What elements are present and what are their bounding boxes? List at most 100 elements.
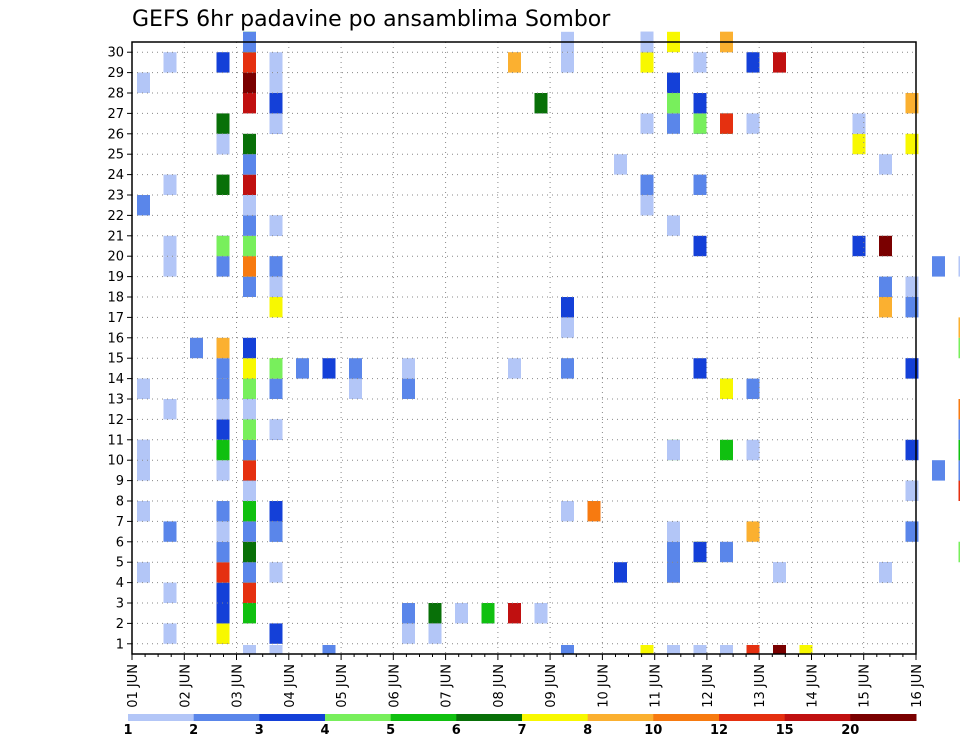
colorbar-swatch	[587, 714, 654, 721]
heatmap-cell	[243, 215, 256, 236]
heatmap-cell	[243, 93, 256, 114]
heatmap-cell	[137, 501, 150, 522]
heatmap-cell	[693, 358, 707, 379]
y-tick-label: 22	[107, 209, 124, 224]
heatmap-cell	[667, 439, 680, 461]
x-axis: 01 JUN 02 JUN 03 JUN 04 JUN 05 JUN 06 JUN 07 J…	[126, 654, 925, 708]
heatmap-cell	[216, 337, 230, 359]
heatmap-cell	[269, 256, 283, 277]
heatmap-cell	[958, 460, 960, 481]
heatmap-cell	[561, 501, 574, 522]
colorbar-swatch	[784, 714, 851, 721]
heatmap-cell	[958, 439, 960, 461]
heatmap-cell	[269, 358, 283, 379]
heatmap-cell	[746, 439, 760, 461]
heatmap-cell	[269, 521, 283, 542]
colorbar-label: 7	[517, 723, 526, 738]
heatmap-cell	[216, 399, 230, 420]
heatmap-cell	[137, 378, 150, 399]
colorbar-swatch	[325, 714, 392, 721]
y-tick-label: 17	[107, 311, 124, 326]
heatmap-cell	[720, 113, 733, 134]
strip-cell	[561, 645, 574, 654]
y-tick-label: 4	[116, 576, 124, 591]
heatmap-cell	[879, 562, 892, 583]
heatmap-cell	[720, 439, 733, 461]
heatmap-cell	[561, 317, 574, 338]
strip-cell	[243, 645, 256, 654]
x-tick-label: 11 JUN	[649, 664, 664, 708]
heatmap-cell	[269, 501, 283, 522]
heatmap-cell	[216, 133, 230, 155]
y-tick-label: 27	[107, 107, 124, 122]
heatmap-cell	[879, 297, 892, 318]
y-tick-label: 30	[107, 46, 124, 61]
heatmap-cell	[720, 378, 733, 399]
heatmap-cell	[958, 419, 960, 440]
heatmap-cell	[243, 399, 256, 420]
y-tick-label: 6	[116, 535, 124, 550]
x-tick-label: 14 JUN	[806, 664, 821, 708]
strip-cell	[720, 645, 733, 654]
heatmap-cell	[534, 93, 548, 114]
heatmap-cell	[508, 603, 521, 624]
heatmap-cell	[163, 582, 177, 603]
heatmap-cell	[163, 235, 177, 257]
colorbar-label: 10	[644, 723, 662, 738]
heatmap-cell	[349, 358, 362, 379]
heatmap-cell	[216, 358, 230, 379]
heatmap-cell	[216, 256, 230, 277]
heatmap-cell	[402, 378, 415, 399]
heatmap-cell	[216, 439, 230, 461]
heatmap-cell	[667, 72, 680, 93]
heatmap-cell	[746, 378, 760, 399]
heatmap-cell	[137, 460, 150, 481]
grid-layer	[132, 42, 916, 654]
heatmap-cell	[163, 52, 177, 73]
y-axis: 1234567891011121314151617181920212223242…	[107, 46, 132, 652]
heatmap-cell	[693, 113, 707, 134]
heatmap-cell	[958, 317, 960, 338]
heatmap-cell	[746, 113, 760, 134]
x-tick-label: 01 JUN	[126, 664, 141, 708]
heatmap-cell	[243, 582, 256, 603]
strip-cell	[667, 645, 680, 654]
heatmap-cell	[773, 52, 786, 73]
colorbar-swatch	[390, 714, 457, 721]
x-tick-label: 10 JUN	[596, 664, 611, 708]
heatmap-cell	[243, 72, 256, 93]
y-tick-label: 21	[107, 229, 124, 244]
heatmap-cell	[640, 195, 654, 216]
heatmap-cell	[561, 52, 574, 73]
y-tick-label: 8	[116, 495, 124, 510]
heatmap-cell	[693, 541, 707, 563]
heatmap-cell	[667, 562, 680, 583]
heatmap-cell	[163, 521, 177, 542]
heatmap-cell	[243, 501, 256, 522]
heatmap-cell	[137, 195, 150, 216]
y-tick-label: 9	[116, 474, 124, 489]
x-tick-label: 03 JUN	[231, 664, 246, 708]
heatmap-cell	[693, 174, 707, 195]
heatmap-cell	[508, 358, 521, 379]
heatmap-cell	[216, 419, 230, 440]
heatmap-cell	[587, 501, 601, 522]
heatmap-cell	[216, 235, 230, 257]
colorbar-label: 6	[452, 723, 461, 738]
heatmap-cell	[243, 562, 256, 583]
heatmap-cell	[402, 603, 415, 624]
heatmap-cell	[402, 623, 415, 644]
heatmap-cell	[402, 358, 415, 379]
y-tick-label: 28	[107, 87, 124, 102]
heatmap-cell	[746, 521, 760, 542]
heatmap-cell	[508, 52, 521, 73]
heatmap-cell	[932, 460, 945, 481]
x-tick-label: 04 JUN	[283, 664, 298, 708]
heatmap-cell	[243, 276, 256, 297]
heatmap-cell	[481, 603, 495, 624]
heatmap-cell	[216, 460, 230, 481]
heatmap-cell	[773, 562, 786, 583]
heatmap-cell	[216, 603, 230, 624]
cells-layer	[137, 31, 960, 654]
strip-cell	[746, 645, 760, 654]
